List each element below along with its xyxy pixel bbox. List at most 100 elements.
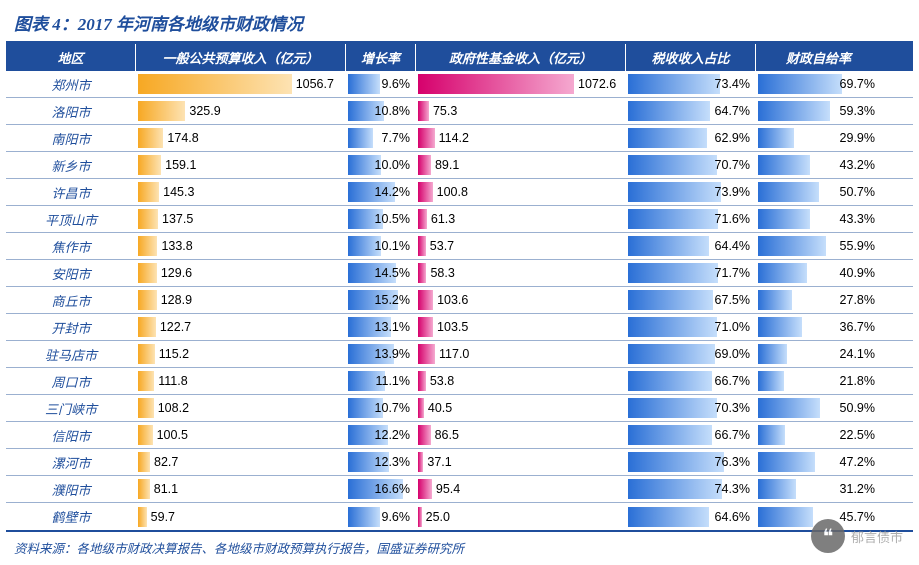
region-cell: 周口市: [6, 368, 136, 394]
self-value: 50.7%: [836, 185, 875, 199]
budget-value: 108.2: [154, 401, 189, 415]
self-bar: [758, 263, 807, 283]
self-cell: 31.2%: [756, 476, 881, 502]
budget-value: 122.7: [156, 320, 191, 334]
budget-value: 174.8: [163, 131, 198, 145]
growth-cell: 10.7%: [346, 395, 416, 421]
growth-bar: [348, 507, 380, 527]
budget-value: 133.8: [157, 239, 192, 253]
region-cell: 开封市: [6, 314, 136, 340]
header-fund: 政府性基金收入（亿元）: [416, 44, 626, 71]
tax-value: 76.3%: [711, 455, 750, 469]
self-bar: [758, 371, 784, 391]
growth-cell: 11.1%: [346, 368, 416, 394]
tax-value: 67.5%: [711, 293, 750, 307]
self-cell: 22.5%: [756, 422, 881, 448]
growth-value: 11.1%: [371, 374, 410, 388]
growth-cell: 12.2%: [346, 422, 416, 448]
region-cell: 濮阳市: [6, 476, 136, 502]
fund-value: 103.6: [433, 293, 468, 307]
table-row: 鹤壁市59.79.6%25.064.6%45.7%: [6, 503, 913, 530]
region-cell: 洛阳市: [6, 98, 136, 124]
fund-cell: 58.3: [416, 260, 626, 286]
fund-value: 58.3: [426, 266, 454, 280]
fund-value: 75.3: [429, 104, 457, 118]
budget-value: 129.6: [157, 266, 192, 280]
region-cell: 南阳市: [6, 125, 136, 151]
fund-bar: [418, 209, 427, 229]
budget-bar: [138, 452, 150, 472]
growth-cell: 15.2%: [346, 287, 416, 313]
growth-value: 14.5%: [371, 266, 410, 280]
budget-bar: [138, 263, 157, 283]
tax-cell: 74.3%: [626, 476, 756, 502]
region-cell: 平顶山市: [6, 206, 136, 232]
self-cell: 27.8%: [756, 287, 881, 313]
fund-cell: 25.0: [416, 503, 626, 530]
fund-value: 25.0: [422, 510, 450, 524]
growth-value: 7.7%: [378, 131, 411, 145]
table-row: 周口市111.811.1%53.866.7%21.8%: [6, 368, 913, 395]
self-bar: [758, 209, 810, 229]
fund-bar: [418, 101, 429, 121]
self-bar: [758, 155, 810, 175]
tax-bar: [628, 101, 710, 121]
self-bar: [758, 236, 826, 256]
growth-value: 13.1%: [371, 320, 410, 334]
tax-cell: 70.3%: [626, 395, 756, 421]
self-bar: [758, 182, 819, 202]
budget-bar: [138, 344, 155, 364]
self-value: 69.7%: [836, 77, 875, 91]
growth-value: 15.2%: [371, 293, 410, 307]
budget-value: 59.7: [147, 510, 175, 524]
budget-cell: 145.3: [136, 179, 346, 205]
tax-bar: [628, 74, 720, 94]
region-cell: 信阳市: [6, 422, 136, 448]
fund-bar: [418, 155, 431, 175]
growth-value: 12.3%: [371, 455, 410, 469]
budget-bar: [138, 398, 154, 418]
budget-value: 325.9: [185, 104, 220, 118]
budget-cell: 159.1: [136, 152, 346, 178]
tax-bar: [628, 317, 717, 337]
header-budget: 一般公共预算收入（亿元）: [136, 44, 346, 71]
table-row: 南阳市174.87.7%114.262.9%29.9%: [6, 125, 913, 152]
header-self: 财政自给率: [756, 44, 881, 71]
growth-bar: [348, 128, 373, 148]
self-cell: 24.1%: [756, 341, 881, 367]
table-row: 信阳市100.512.2%86.566.7%22.5%: [6, 422, 913, 449]
tax-cell: 71.0%: [626, 314, 756, 340]
fund-value: 95.4: [432, 482, 460, 496]
source-note: 资料来源：各地级市财政决算报告、各地级市财政预算执行报告，国盛证券研究所: [6, 532, 913, 559]
header-region: 地区: [6, 44, 136, 71]
growth-value: 16.6%: [371, 482, 410, 496]
self-value: 24.1%: [836, 347, 875, 361]
self-cell: 43.3%: [756, 206, 881, 232]
growth-cell: 9.6%: [346, 503, 416, 530]
fund-value: 61.3: [427, 212, 455, 226]
fund-cell: 53.7: [416, 233, 626, 259]
self-value: 22.5%: [836, 428, 875, 442]
self-value: 31.2%: [836, 482, 875, 496]
tax-value: 69.0%: [711, 347, 750, 361]
header-growth: 增长率: [346, 44, 416, 71]
fund-bar: [418, 344, 435, 364]
fund-cell: 103.5: [416, 314, 626, 340]
self-cell: 40.9%: [756, 260, 881, 286]
budget-cell: 59.7: [136, 503, 346, 530]
growth-cell: 14.5%: [346, 260, 416, 286]
self-cell: 47.2%: [756, 449, 881, 475]
self-bar: [758, 290, 792, 310]
tax-bar: [628, 398, 717, 418]
budget-value: 115.2: [155, 347, 189, 361]
budget-cell: 325.9: [136, 98, 346, 124]
tax-cell: 76.3%: [626, 449, 756, 475]
self-value: 29.9%: [836, 131, 875, 145]
tax-cell: 64.6%: [626, 503, 756, 530]
tax-cell: 73.9%: [626, 179, 756, 205]
budget-value: 111.8: [154, 374, 187, 388]
watermark-text: 郁言债市: [851, 527, 903, 546]
fund-bar: [418, 290, 433, 310]
header-tax: 税收收入占比: [626, 44, 756, 71]
tax-bar: [628, 182, 721, 202]
